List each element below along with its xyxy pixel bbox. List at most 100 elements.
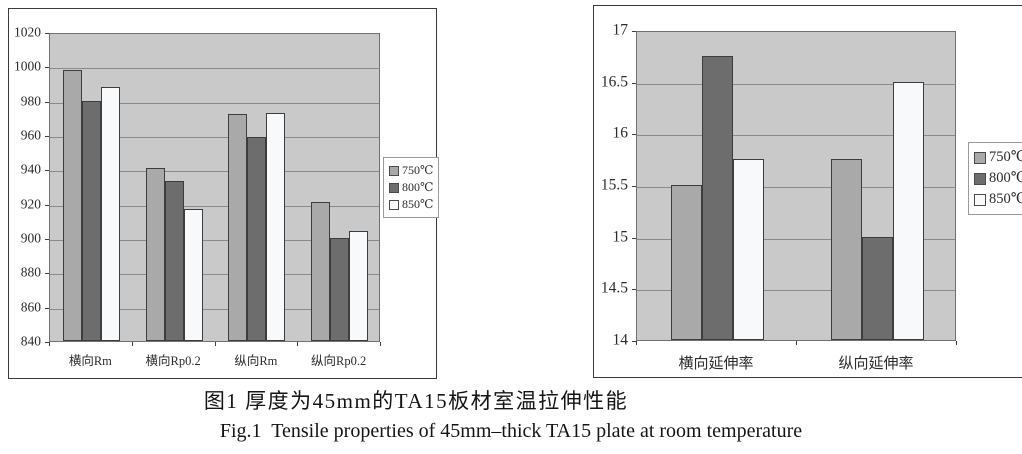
- gridline: [50, 102, 379, 104]
- y-tick-label: 1000: [14, 58, 41, 74]
- gridline: [50, 137, 379, 138]
- y-tick-mark: [632, 82, 636, 84]
- x-tick-mark: [796, 341, 797, 345]
- y-tick-label: 860: [20, 299, 41, 315]
- strength-chart-legend: 750℃ 800℃ 850℃: [383, 157, 440, 218]
- legend-label: 850℃: [989, 191, 1022, 207]
- legend-item: 850℃: [974, 189, 1022, 210]
- legend-label: 850℃: [402, 197, 434, 211]
- x-tick-mark: [956, 341, 957, 345]
- gridline: [50, 240, 379, 241]
- y-tick-label: 16: [612, 124, 629, 142]
- legend-item: 750℃: [974, 147, 1022, 168]
- legend-swatch-icon: [974, 151, 986, 164]
- x-tick-mark: [49, 342, 50, 346]
- y-tick-label: 16.5: [600, 72, 628, 90]
- x-tick-mark: [636, 341, 637, 345]
- y-tick-mark: [45, 170, 49, 172]
- x-category-label: 横向Rm: [68, 354, 112, 368]
- legend-item: 750℃: [389, 162, 433, 179]
- legend-swatch-icon: [389, 199, 399, 210]
- y-tick-label: 960: [20, 127, 41, 143]
- y-tick-label: 880: [20, 264, 41, 280]
- bar-横向Rm-850℃: [100, 86, 120, 341]
- x-category-label: 横向Rp0.2: [145, 354, 201, 368]
- legend-label: 800℃: [402, 180, 434, 194]
- y-tick-mark: [632, 289, 636, 291]
- legend-item: 800℃: [389, 179, 433, 196]
- y-tick-label: 1020: [14, 24, 41, 40]
- y-tick-mark: [45, 101, 49, 103]
- strength-chart-plot-area: [49, 33, 380, 342]
- legend-swatch-icon: [389, 165, 399, 176]
- gridline: [637, 187, 955, 188]
- bar-纵向Rp0.2-800℃: [330, 238, 350, 341]
- legend-label: 750℃: [402, 163, 434, 177]
- bar-横向Rp0.2-800℃: [164, 181, 184, 341]
- bar-横向Rp0.2-750℃: [145, 167, 165, 341]
- gridline: [637, 135, 955, 137]
- bar-横向延伸率-800℃: [701, 55, 733, 340]
- bar-横向Rp0.2-850℃: [183, 208, 203, 341]
- y-tick-mark: [45, 342, 49, 343]
- legend-label: 800℃: [989, 170, 1022, 186]
- legend-item: 850℃: [389, 196, 433, 213]
- y-tick-label: 17: [612, 21, 629, 39]
- legend-item: 800℃: [974, 168, 1022, 189]
- gridline: [50, 171, 379, 173]
- y-tick-mark: [632, 134, 636, 136]
- y-tick-mark: [45, 33, 49, 34]
- caption-english: Fig.1 Tensile properties of 45mm–thick T…: [219, 420, 803, 442]
- y-tick-label: 940: [20, 161, 41, 177]
- bar-横向延伸率-850℃: [732, 159, 764, 340]
- y-tick-label: 920: [20, 196, 41, 212]
- x-category-label: 纵向延伸率: [838, 356, 914, 372]
- bar-纵向Rm-800℃: [247, 136, 267, 341]
- y-tick-mark: [45, 204, 49, 206]
- gridline: [637, 290, 955, 292]
- bar-纵向Rp0.2-850℃: [349, 231, 369, 341]
- gridline: [637, 238, 955, 240]
- bar-横向Rm-750℃: [62, 69, 82, 341]
- gridline: [50, 205, 379, 207]
- bar-横向Rm-800℃: [81, 100, 101, 341]
- y-tick-mark: [45, 307, 49, 309]
- x-category-label: 纵向Rp0.2: [311, 354, 367, 368]
- y-tick-mark: [45, 239, 49, 240]
- y-tick-label: 14.5: [600, 279, 628, 297]
- elongation-chart-legend: 750℃ 800℃ 850℃: [968, 142, 1022, 215]
- bar-纵向Rm-850℃: [266, 112, 286, 341]
- legend-swatch-icon: [389, 182, 399, 193]
- bar-横向延伸率-750℃: [670, 185, 702, 340]
- x-tick-mark: [131, 342, 133, 346]
- y-tick-label: 15.5: [600, 176, 628, 194]
- bar-纵向Rp0.2-750℃: [311, 201, 331, 341]
- y-tick-label: 980: [20, 93, 41, 109]
- y-tick-label: 900: [20, 230, 41, 246]
- x-tick-mark: [214, 342, 216, 346]
- strength-chart-panel: 1020 1000 980 960 940 920 900 880 860 840 横向Rm 横向R…: [8, 8, 440, 379]
- gridline: [50, 274, 379, 276]
- bar-纵向延伸率-750℃: [830, 159, 862, 340]
- gridline: [637, 83, 955, 85]
- x-tick-mark: [380, 342, 381, 346]
- x-category-label: 横向延伸率: [678, 356, 754, 372]
- elongation-chart-plot-area: [636, 31, 956, 341]
- caption-chinese: 图1 厚度为45mm的TA15板材室温拉伸性能: [203, 389, 629, 413]
- bar-纵向Rm-750℃: [228, 114, 248, 341]
- gridline: [50, 68, 379, 70]
- y-tick-label: 15: [612, 227, 629, 245]
- x-category-label: 纵向Rm: [234, 354, 278, 368]
- bar-纵向延伸率-850℃: [892, 81, 924, 340]
- legend-label: 750℃: [989, 149, 1022, 165]
- y-tick-mark: [632, 186, 636, 187]
- gridline: [50, 308, 379, 310]
- elongation-chart-panel: 17 16.5 16 15.5 15 14.5 14 横向延伸率 纵向延伸率 750℃ 800℃…: [593, 5, 1022, 378]
- legend-swatch-icon: [974, 193, 986, 206]
- y-tick-mark: [45, 67, 49, 69]
- bar-纵向延伸率-800℃: [861, 236, 893, 340]
- x-tick-mark: [297, 342, 299, 346]
- y-tick-mark: [45, 136, 49, 137]
- y-tick-mark: [632, 31, 636, 32]
